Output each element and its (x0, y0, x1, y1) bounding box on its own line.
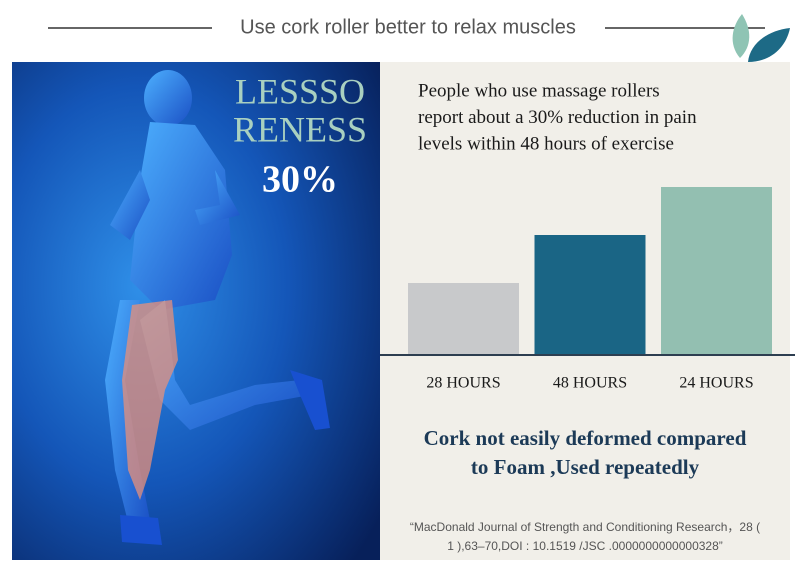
hero-line: RENESS (233, 109, 367, 149)
bar (534, 235, 646, 355)
bar (408, 283, 519, 355)
category-label: 28 HOURS (426, 375, 500, 392)
hero-figure: 30% (262, 159, 338, 201)
runner (105, 70, 330, 545)
bar (661, 187, 772, 355)
claim-text: to Foam ,Used repeatedly (471, 455, 700, 479)
citation: 1 ),63–70,DOI : 10.1519 /JSC .0000000000… (447, 539, 723, 553)
intro-text: People who use massage rollers (418, 80, 660, 101)
claim-text: Cork not easily deformed compared (424, 426, 747, 450)
logo (732, 14, 790, 62)
category-label: 24 HOURS (679, 375, 753, 392)
category-label: 48 HOURS (553, 375, 627, 392)
intro-text: report about a 30% reduction in pain (418, 107, 697, 128)
hero-line: LESSSO (235, 71, 365, 111)
citation: “MacDonald Journal of Strength and Condi… (410, 520, 760, 534)
intro-text: levels within 48 hours of exercise (418, 133, 674, 154)
title: Use cork roller better to relax muscles (240, 16, 576, 38)
